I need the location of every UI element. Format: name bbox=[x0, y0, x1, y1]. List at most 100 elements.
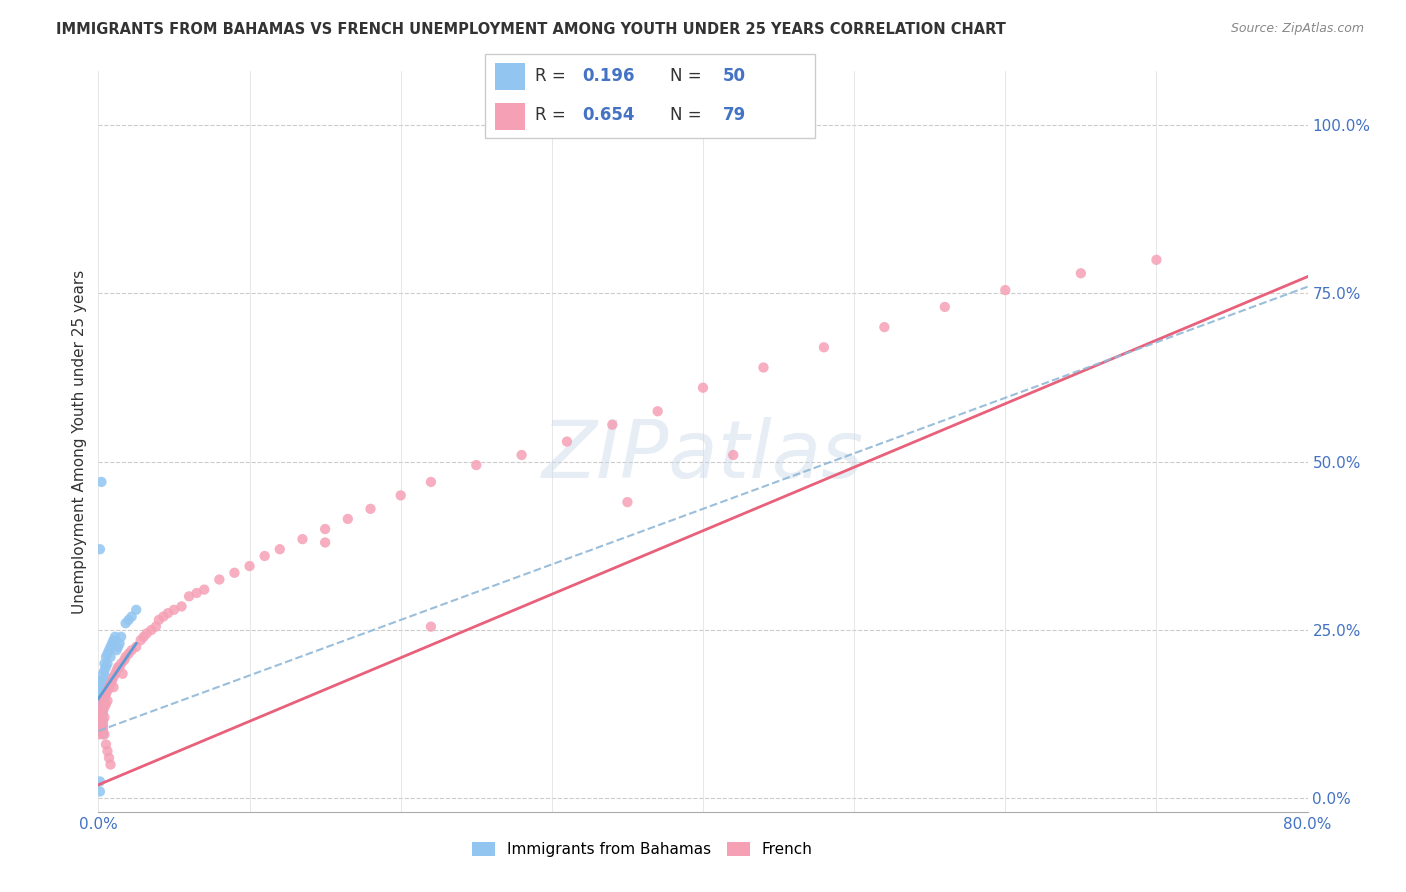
Point bbox=[93, 664, 115, 678]
Point bbox=[1144, 252, 1167, 267]
Point bbox=[94, 660, 117, 674]
Text: IMMIGRANTS FROM BAHAMAS VS FRENCH UNEMPLOYMENT AMONG YOUTH UNDER 25 YEARS CORREL: IMMIGRANTS FROM BAHAMAS VS FRENCH UNEMPL… bbox=[56, 22, 1007, 37]
Point bbox=[420, 475, 443, 489]
Point bbox=[91, 723, 114, 738]
Text: N =: N = bbox=[671, 68, 707, 86]
Text: R =: R = bbox=[534, 68, 571, 86]
Point bbox=[91, 721, 114, 735]
Point bbox=[616, 495, 638, 509]
FancyBboxPatch shape bbox=[495, 62, 524, 90]
Point bbox=[148, 613, 170, 627]
Point bbox=[132, 630, 155, 644]
Point bbox=[90, 721, 112, 735]
Text: ZIPatlas: ZIPatlas bbox=[541, 417, 865, 495]
Point bbox=[110, 630, 132, 644]
Point bbox=[103, 670, 125, 684]
Point bbox=[152, 609, 174, 624]
Point bbox=[107, 640, 129, 654]
Point bbox=[510, 448, 533, 462]
Point bbox=[91, 687, 114, 701]
Point bbox=[647, 404, 669, 418]
Text: 79: 79 bbox=[723, 106, 747, 124]
Point bbox=[108, 636, 131, 650]
Point bbox=[1070, 266, 1092, 280]
Point bbox=[103, 633, 125, 648]
Point bbox=[94, 649, 117, 664]
Point bbox=[110, 657, 132, 671]
Text: Source: ZipAtlas.com: Source: ZipAtlas.com bbox=[1230, 22, 1364, 36]
Point bbox=[994, 283, 1017, 297]
Point bbox=[89, 710, 111, 724]
Point bbox=[336, 512, 359, 526]
Point bbox=[125, 603, 148, 617]
Point bbox=[253, 549, 276, 563]
Point bbox=[89, 687, 111, 701]
Point bbox=[145, 620, 167, 634]
Point bbox=[91, 704, 114, 718]
Point bbox=[91, 714, 114, 728]
Point bbox=[94, 697, 117, 711]
FancyBboxPatch shape bbox=[495, 103, 524, 130]
Point bbox=[118, 613, 141, 627]
Point bbox=[602, 417, 624, 432]
Point bbox=[90, 710, 112, 724]
Point bbox=[90, 694, 112, 708]
Point bbox=[114, 616, 136, 631]
Y-axis label: Unemployment Among Youth under 25 years: Unemployment Among Youth under 25 years bbox=[72, 269, 87, 614]
Point bbox=[208, 573, 231, 587]
Point bbox=[91, 727, 114, 741]
Point bbox=[89, 774, 111, 789]
Point bbox=[692, 381, 714, 395]
Point bbox=[125, 640, 148, 654]
Point bbox=[96, 657, 118, 671]
Point bbox=[90, 700, 112, 714]
Point bbox=[105, 664, 128, 678]
Point bbox=[89, 784, 111, 798]
Point bbox=[163, 603, 186, 617]
Point bbox=[111, 666, 134, 681]
Point bbox=[104, 630, 127, 644]
Point bbox=[112, 653, 135, 667]
Point bbox=[96, 694, 118, 708]
Point bbox=[94, 687, 117, 701]
Point bbox=[90, 714, 112, 728]
Point bbox=[93, 727, 115, 741]
Point bbox=[100, 649, 122, 664]
Point bbox=[90, 721, 112, 735]
Text: 0.196: 0.196 bbox=[582, 68, 636, 86]
Point bbox=[91, 707, 114, 722]
Point bbox=[90, 700, 112, 714]
Point bbox=[93, 690, 115, 705]
Point bbox=[98, 643, 121, 657]
Point bbox=[89, 700, 111, 714]
Point bbox=[269, 542, 291, 557]
Point bbox=[91, 673, 114, 688]
Point bbox=[96, 744, 118, 758]
Point bbox=[89, 542, 111, 557]
Point bbox=[186, 586, 208, 600]
Point bbox=[873, 320, 896, 334]
Point bbox=[752, 360, 775, 375]
Point bbox=[98, 680, 121, 694]
Point bbox=[96, 683, 118, 698]
Point bbox=[121, 643, 143, 657]
Point bbox=[193, 582, 215, 597]
Point bbox=[100, 757, 122, 772]
Point bbox=[314, 522, 336, 536]
Point bbox=[89, 721, 111, 735]
Point bbox=[360, 501, 382, 516]
Point bbox=[90, 475, 112, 489]
Text: R =: R = bbox=[534, 106, 571, 124]
Point bbox=[723, 448, 745, 462]
Point bbox=[93, 700, 115, 714]
Point bbox=[465, 458, 488, 472]
Point bbox=[89, 721, 111, 735]
Point bbox=[96, 647, 118, 661]
Point bbox=[94, 670, 117, 684]
Point bbox=[93, 683, 115, 698]
Point bbox=[93, 710, 115, 724]
Point bbox=[93, 673, 115, 688]
Point bbox=[314, 535, 336, 549]
FancyBboxPatch shape bbox=[485, 54, 815, 138]
Point bbox=[101, 636, 124, 650]
